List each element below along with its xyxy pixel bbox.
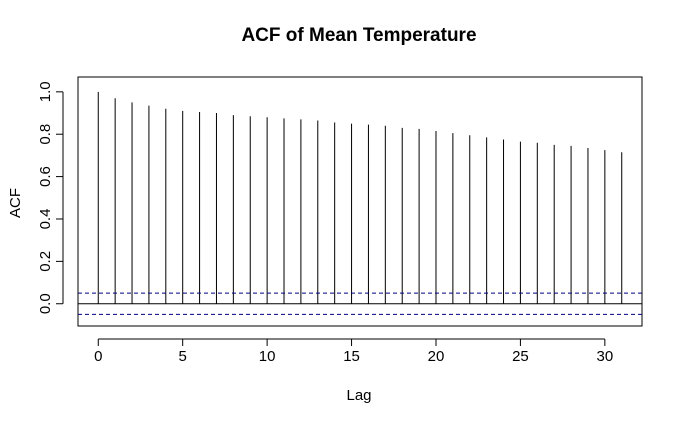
x-tick-label: 0	[94, 348, 102, 365]
plot-frame	[77, 76, 643, 327]
y-tick-label: 1.0	[37, 81, 54, 102]
x-tick-label: 5	[179, 348, 187, 365]
y-tick-label: 0.2	[37, 251, 54, 272]
x-tick-label: 20	[428, 348, 445, 365]
y-axis: 0.0 0.2 0.4 0.6 0.8 1.0	[37, 81, 64, 314]
x-axis: 0 5 10 15 20 25 30	[94, 338, 614, 365]
x-tick-label: 10	[259, 348, 276, 365]
y-axis-label: ACF	[7, 188, 24, 218]
x-tick-label: 15	[343, 348, 360, 365]
y-tick-label: 0.6	[37, 166, 54, 187]
acf-bars	[97, 91, 623, 304]
x-tick-label: 25	[512, 348, 529, 365]
x-tick-label: 30	[597, 348, 614, 365]
confidence-lines	[78, 292, 642, 315]
chart-title: ACF of Mean Temperature	[241, 25, 476, 46]
y-tick-label: 0.0	[37, 293, 54, 314]
y-tick-label: 0.8	[37, 124, 54, 145]
x-axis-label: Lag	[346, 387, 371, 404]
y-tick-label: 0.4	[37, 209, 54, 230]
